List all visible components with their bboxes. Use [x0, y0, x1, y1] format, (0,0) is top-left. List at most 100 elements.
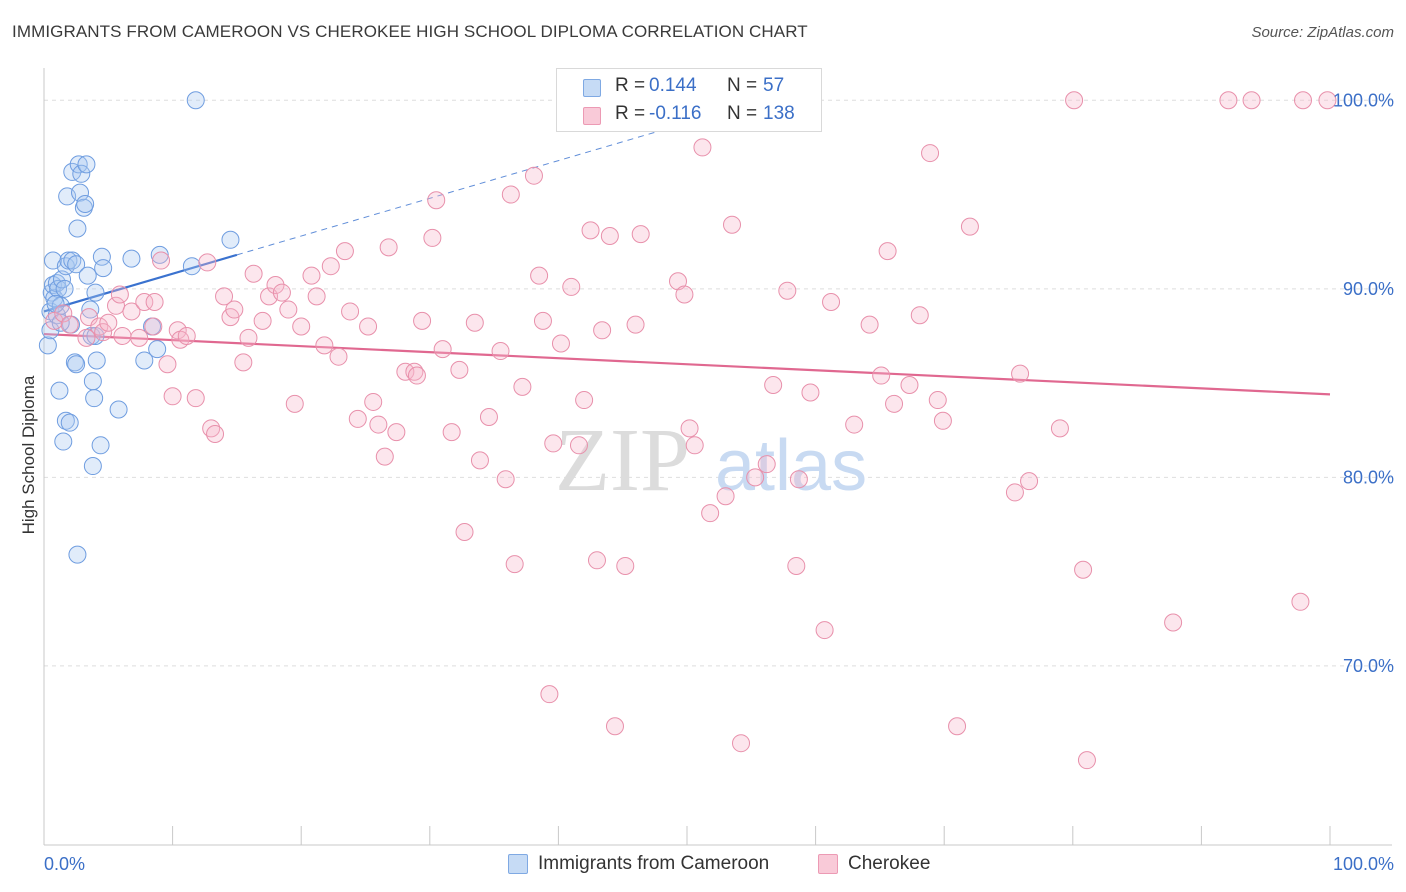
cherokee-point [266, 276, 285, 295]
cherokee-point [396, 362, 415, 381]
cherokee-point [1219, 91, 1238, 110]
cherokee-point [465, 313, 484, 332]
grid-lines [44, 99, 1392, 667]
cherokee-point [359, 317, 378, 336]
cherokee-point [1077, 751, 1096, 770]
cameroon-point [135, 351, 154, 370]
legend-n-label: N = [727, 75, 758, 96]
cherokee-point [701, 504, 720, 523]
cherokee-point [113, 326, 132, 345]
cameroon-point [41, 321, 60, 340]
legend-n-label: N = [727, 103, 758, 124]
cherokee-point [279, 300, 298, 319]
cherokee-point [321, 257, 340, 276]
cherokee-point [540, 685, 559, 704]
cherokee-point [524, 166, 543, 185]
cherokee-point [1074, 560, 1093, 579]
cherokee-point [605, 717, 624, 736]
cherokee-point [122, 302, 141, 321]
cherokee-point [77, 328, 96, 347]
watermark: ZIP atlas [555, 411, 867, 510]
watermark-zip: ZIP [555, 411, 690, 510]
cherokee-point [239, 328, 258, 347]
cherokee-point [60, 315, 79, 334]
cherokee-point [45, 311, 64, 330]
cherokee-point [631, 225, 650, 244]
cherokee-point [530, 266, 549, 285]
cherokee-point [348, 409, 367, 428]
cherokee-point [860, 315, 879, 334]
cherokee-point [144, 317, 163, 336]
trend-line-cherokee [43, 332, 1331, 396]
cherokee-point [885, 394, 904, 413]
cherokee-point [716, 487, 735, 506]
cherokee-point [933, 411, 952, 430]
cherokee-point [593, 321, 612, 340]
cherokee-point [680, 419, 699, 438]
cherokee-point [501, 185, 520, 204]
cameroon-point [87, 351, 106, 370]
trend-line-cameroon-dashed [236, 129, 662, 256]
cherokee-point [1005, 483, 1024, 502]
cherokee-point [455, 523, 474, 542]
cherokee-point [505, 555, 524, 574]
cherokee-point [1011, 364, 1030, 383]
cherokee-point [407, 366, 426, 385]
cherokee-point [693, 138, 712, 157]
cherokee-point [1020, 472, 1039, 491]
cherokee-point [668, 272, 687, 291]
cherokee-point [177, 326, 196, 345]
cameroon-point [78, 266, 97, 285]
legend-n-value: 57 [763, 75, 785, 96]
legend-r-label: R = [615, 75, 646, 96]
cameroon-point [83, 372, 102, 391]
cherokee-point [110, 285, 129, 304]
cherokee-point [928, 391, 947, 410]
cameroon-point [71, 183, 90, 202]
cherokee-point [307, 287, 326, 306]
cherokee-point [801, 383, 820, 402]
legend-label-cherokee: Cherokee [848, 853, 931, 874]
cherokee-point [1242, 91, 1261, 110]
cherokee-point [442, 423, 461, 442]
cherokee-point [329, 347, 348, 366]
cameroon-point [50, 381, 69, 400]
cherokee-point [215, 287, 234, 306]
cherokee-point [815, 621, 834, 640]
cherokee-point [1318, 91, 1337, 110]
cherokee-point [675, 285, 694, 304]
cherokee-point [225, 300, 244, 319]
cherokee-point [135, 293, 154, 312]
cherokee-point [872, 366, 891, 385]
cameroon-point [148, 340, 167, 359]
cherokee-point [470, 451, 489, 470]
cherokee-point [152, 251, 171, 270]
cherokee-point [253, 311, 272, 330]
chart-title: IMMIGRANTS FROM CAMEROON VS CHEROKEE HIG… [12, 22, 808, 41]
cherokee-point [789, 470, 808, 489]
cherokee-point [491, 342, 510, 361]
trend-line-cameroon [43, 253, 238, 313]
cherokee-point [413, 311, 432, 330]
cherokee-point [427, 191, 446, 210]
x-tick-label: 100.0% [1333, 854, 1394, 874]
cameroon-point [68, 219, 87, 238]
cherokee-point [285, 394, 304, 413]
cameroon-point [109, 400, 128, 419]
legend-row-cherokee: R = -0.116 N = 138 [557, 101, 821, 129]
cherokee-point [163, 387, 182, 406]
cherokee-point [1050, 419, 1069, 438]
cherokee-point [587, 551, 606, 570]
legend-row-cameroon: R = 0.144 N = 57 [557, 73, 821, 101]
cherokee-point [198, 253, 217, 272]
legend-swatch-cameroon [583, 79, 601, 97]
y-axis-label: High School Diploma [19, 375, 38, 534]
cherokee-point [551, 334, 570, 353]
cherokee-point [900, 375, 919, 394]
cameroon-point [122, 249, 141, 268]
series-cameroon [38, 91, 240, 564]
x-tick-label: 0.0% [44, 854, 85, 874]
cherokee-point [496, 470, 515, 489]
cherokee-point [685, 436, 704, 455]
legend-n-value: 138 [763, 103, 795, 124]
